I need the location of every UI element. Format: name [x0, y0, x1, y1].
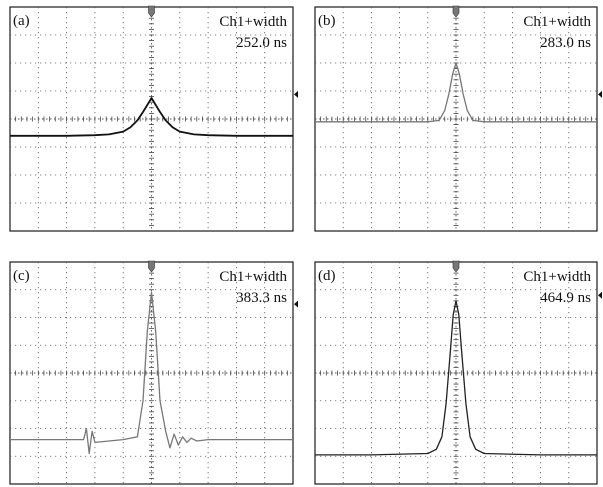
measurement-value: 252.0 ns — [236, 35, 287, 51]
measurement-value: 383.3 ns — [236, 290, 287, 306]
trigger-position-marker — [452, 5, 460, 18]
measurement-label: Ch1+width — [219, 14, 287, 30]
panel-label: (a) — [13, 13, 30, 29]
measurement-label: Ch1+width — [523, 269, 591, 285]
measurement-label: Ch1+width — [219, 269, 287, 285]
panel-label: (b) — [318, 13, 336, 29]
panel-a: (a) Ch1+width 252.0 ns — [9, 5, 298, 232]
trigger-level-marker — [294, 300, 298, 308]
measurement-label: Ch1+width — [523, 14, 591, 30]
trigger-level-marker — [294, 90, 298, 98]
signal-trace — [315, 62, 597, 123]
trigger-position-marker — [148, 260, 155, 273]
trigger-position-marker — [148, 5, 155, 18]
signal-trace — [315, 300, 597, 456]
trigger-level-marker — [598, 90, 602, 98]
trigger-level-marker — [598, 291, 602, 299]
trigger-position-marker — [452, 260, 460, 273]
panel-d: (d) Ch1+width 464.9 ns — [314, 260, 602, 485]
measurement-value: 464.9 ns — [540, 290, 591, 306]
signal-trace — [10, 291, 293, 455]
measurement-value: 283.0 ns — [540, 35, 591, 51]
panel-c: (c) Ch1+width 383.3 ns — [9, 260, 298, 485]
panel-b: (b) Ch1+width 283.0 ns — [314, 5, 602, 232]
signal-trace — [10, 97, 293, 137]
panel-label: (d) — [318, 268, 336, 284]
panel-label: (c) — [13, 268, 30, 284]
